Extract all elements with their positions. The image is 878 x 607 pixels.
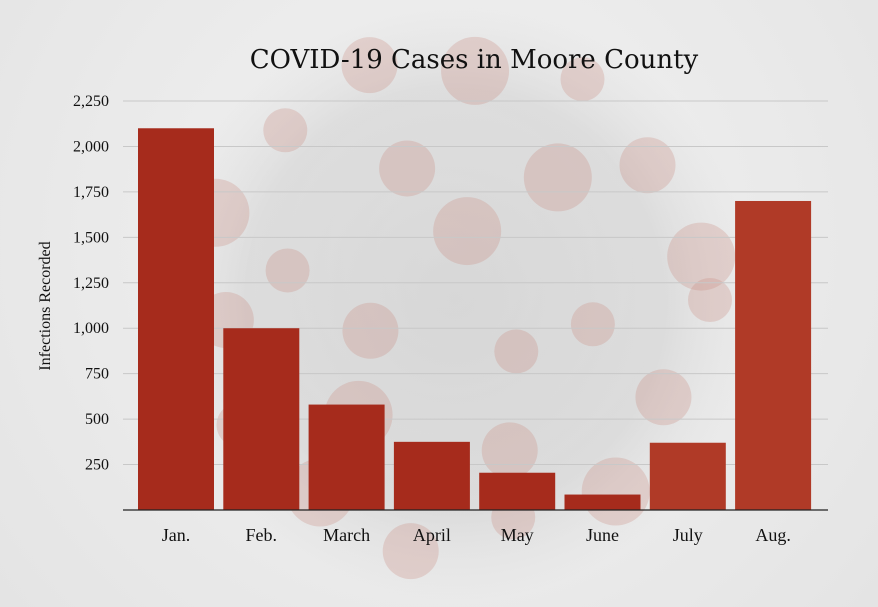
virus-spike <box>523 143 592 212</box>
bar-july <box>649 442 726 510</box>
y-tick-label: 1,250 <box>73 275 109 292</box>
virus-spike <box>263 108 308 153</box>
virus-spike <box>341 37 398 94</box>
bar-march <box>308 404 385 510</box>
y-axis-title: Infections Recorded <box>37 241 54 370</box>
virus-spike <box>379 140 436 197</box>
y-tick-label: 1,000 <box>73 320 109 337</box>
bar-april <box>393 441 470 510</box>
virus-spike <box>619 137 676 194</box>
bar-june <box>564 494 641 510</box>
bar-aug <box>735 200 812 510</box>
bar-feb <box>223 328 300 510</box>
x-tick-label: March <box>323 525 370 545</box>
y-tick-label: 1,500 <box>73 229 109 246</box>
y-tick-label: 500 <box>85 411 109 428</box>
virus-spike <box>560 57 605 102</box>
x-tick-label: June <box>586 525 619 545</box>
x-tick-label: Jan. <box>162 525 191 545</box>
bar-jan <box>138 128 214 510</box>
x-tick-label: May <box>501 525 534 545</box>
y-tick-label: 1,750 <box>73 184 109 201</box>
virus-spike <box>570 302 615 347</box>
virus-spike <box>441 36 510 105</box>
virus-spike <box>635 369 692 426</box>
virus-spike <box>265 248 310 293</box>
bar-may <box>479 472 556 510</box>
x-tick-label: Feb. <box>246 525 278 545</box>
bars <box>138 128 812 510</box>
virus-spike <box>688 278 732 322</box>
x-axis-labels: Jan. Feb. March April May June July Aug. <box>162 525 791 545</box>
x-tick-label: July <box>673 525 703 545</box>
virus-spike <box>667 222 736 291</box>
virus-spike <box>433 197 502 266</box>
chart-title: COVID-19 Cases in Moore County <box>250 45 699 75</box>
x-tick-label: Aug. <box>755 525 791 545</box>
y-axis-ticks: 250 500 750 1,000 1,250 1,500 1,750 2,000 2,250 <box>73 93 109 474</box>
virus-spike <box>342 302 399 359</box>
y-tick-label: 2,000 <box>73 138 109 155</box>
virus-spike <box>382 523 439 580</box>
y-tick-label: 250 <box>85 457 109 474</box>
y-tick-label: 2,250 <box>73 93 109 110</box>
x-tick-label: April <box>413 525 451 545</box>
y-tick-label: 750 <box>85 366 109 383</box>
virus-spike <box>494 329 539 374</box>
